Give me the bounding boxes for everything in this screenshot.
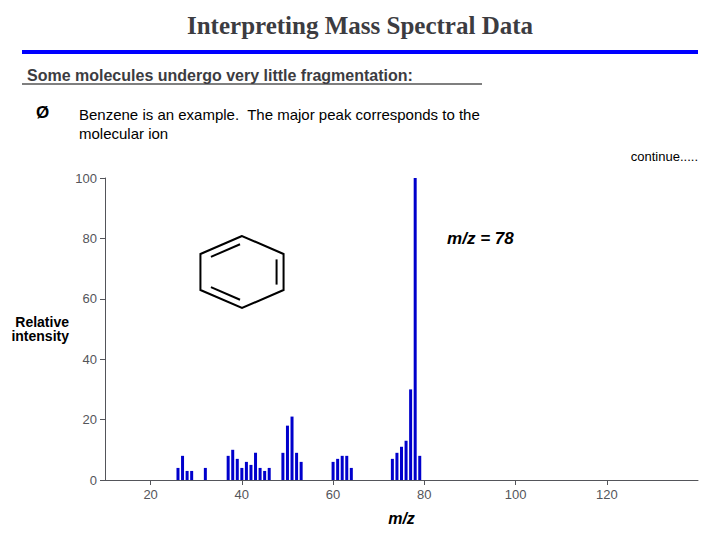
svg-text:100: 100 [75,171,97,186]
svg-text:60: 60 [326,487,340,502]
svg-text:m/z: m/z [388,510,415,527]
svg-text:continue.....: continue..... [631,149,698,164]
svg-text:20: 20 [143,487,157,502]
svg-text:80: 80 [83,231,97,246]
svg-text:40: 40 [83,352,97,367]
svg-text:m/z = 78: m/z = 78 [447,229,514,248]
svg-text:80: 80 [417,487,431,502]
svg-text:Relative: Relative [15,314,69,330]
svg-text:20: 20 [83,412,97,427]
svg-text:120: 120 [596,487,618,502]
svg-text:0: 0 [90,473,97,488]
svg-text:100: 100 [505,487,527,502]
svg-text:40: 40 [235,487,249,502]
svg-text:intensity: intensity [11,328,69,344]
svg-text:Ø: Ø [36,103,49,122]
svg-text:molecular ion: molecular ion [79,125,168,142]
svg-text:60: 60 [83,291,97,306]
svg-text:Interpreting Mass Spectral Dat: Interpreting Mass Spectral Data [187,12,534,39]
svg-text:Some molecules undergo very li: Some molecules undergo very little fragm… [27,67,413,84]
svg-text:Benzene is an example. The ma: Benzene is an example. The major peak co… [79,106,480,123]
